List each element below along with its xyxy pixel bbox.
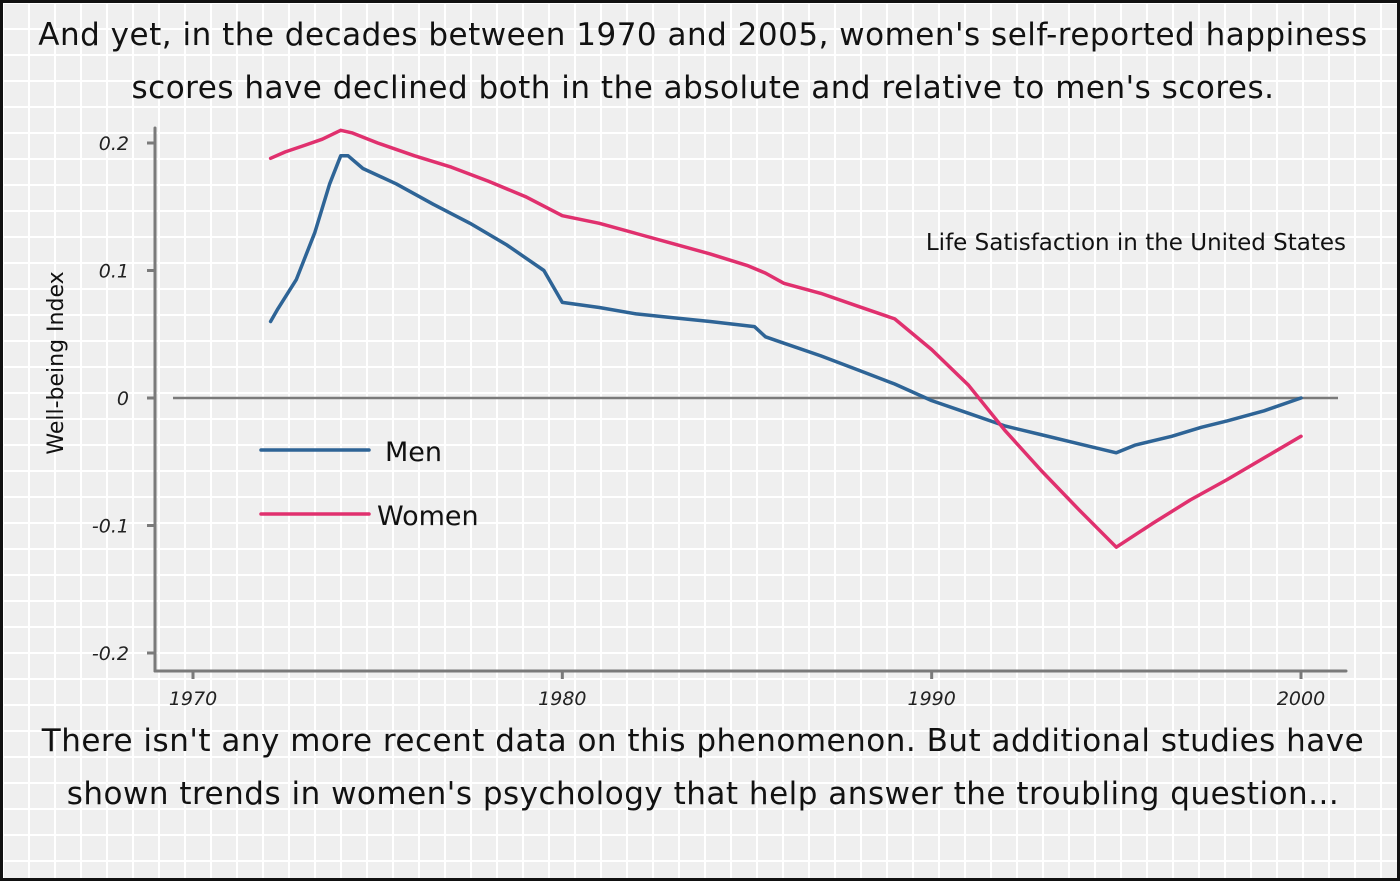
y-tick-label: -0.2: [92, 643, 129, 665]
x-tick-label: 1980: [538, 688, 586, 710]
line-chart: 0.2 0.1 0 -0.1 -0.2 1970 1980 1990 2000 Life Sat…: [44, 126, 1348, 710]
caption-top: And yet, in the decades between 1970 and…: [38, 17, 1368, 106]
y-tick-label: 0.2: [99, 133, 129, 155]
x-tick-label: 1970: [169, 688, 217, 710]
legend: Men Women: [259, 437, 479, 532]
y-tick-label: -0.1: [92, 516, 129, 538]
series-line-men: [268, 154, 1303, 455]
x-tick-label: 2000: [1277, 688, 1325, 710]
axes: 0.2 0.1 0 -0.1 -0.2 1970 1980 1990 2000: [92, 126, 1348, 710]
series-line-women: [268, 128, 1303, 549]
y-tick-label: 0: [117, 388, 129, 410]
chart-title: Life Satisfaction in the United States: [926, 230, 1346, 256]
legend-label-men: Men: [385, 437, 442, 468]
legend-label-women: Women: [377, 501, 479, 532]
x-tick-label: 1990: [907, 688, 955, 710]
caption-bottom: There isn't any more recent data on this…: [41, 723, 1365, 812]
y-tick-label: 0.1: [99, 261, 129, 283]
y-axis-title: Well-being Index: [44, 271, 69, 454]
series-lines: [268, 128, 1303, 549]
